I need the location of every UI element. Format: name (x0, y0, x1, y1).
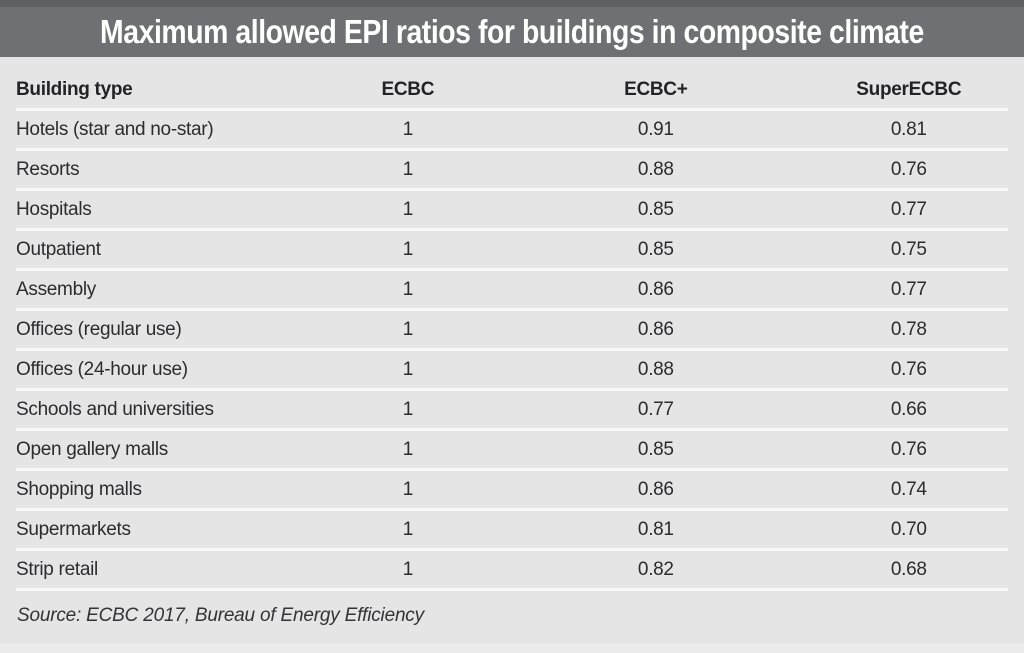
table-row: Hotels (star and no-star) 1 0.91 0.81 (16, 109, 1008, 151)
super-ecbc-cell: 0.81 (809, 109, 1008, 151)
table-row: Offices (regular use) 1 0.86 0.78 (16, 309, 1008, 351)
column-header-ecbc-plus: ECBC+ (502, 57, 810, 111)
ecbc-cell: 1 (313, 109, 503, 151)
building-type-cell: Hotels (star and no-star) (16, 109, 314, 151)
table-row: Offices (24-hour use) 1 0.88 0.76 (16, 349, 1008, 391)
super-ecbc-cell: 0.76 (809, 429, 1008, 471)
ecbc-cell: 1 (313, 349, 503, 391)
ecbc-plus-cell: 0.86 (502, 309, 810, 351)
ecbc-plus-cell: 0.88 (502, 349, 810, 391)
building-type-cell: Hospitals (16, 189, 314, 231)
ecbc-cell: 1 (313, 309, 503, 351)
table-row: Shopping malls 1 0.86 0.74 (16, 469, 1008, 511)
building-type-cell: Outpatient (16, 229, 314, 271)
building-type-cell: Strip retail (16, 549, 314, 591)
ecbc-plus-cell: 0.82 (502, 549, 810, 591)
building-type-cell: Supermarkets (16, 509, 314, 551)
table-container: Building type ECBC ECBC+ SuperECBC Hotel… (0, 57, 1024, 627)
ecbc-cell: 1 (313, 189, 503, 231)
table-row: Schools and universities 1 0.77 0.66 (16, 389, 1008, 431)
ecbc-plus-cell: 0.85 (502, 429, 810, 471)
building-type-cell: Shopping malls (16, 469, 314, 511)
ecbc-cell: 1 (313, 509, 503, 551)
column-header-ecbc: ECBC (313, 57, 503, 111)
super-ecbc-cell: 0.76 (809, 349, 1008, 391)
building-type-cell: Assembly (16, 269, 314, 311)
figure-title: Maximum allowed EPI ratios for buildings… (100, 13, 924, 50)
ecbc-cell: 1 (313, 549, 503, 591)
table-row: Outpatient 1 0.85 0.75 (16, 229, 1008, 271)
table-row: Assembly 1 0.86 0.77 (16, 269, 1008, 311)
epi-ratios-figure: Maximum allowed EPI ratios for buildings… (0, 0, 1024, 627)
table-row: Open gallery malls 1 0.85 0.76 (16, 429, 1008, 471)
bottom-margin-strip (0, 643, 1024, 653)
table-row: Hospitals 1 0.85 0.77 (16, 189, 1008, 231)
super-ecbc-cell: 0.70 (809, 509, 1008, 551)
column-header-building-type: Building type (16, 57, 314, 111)
table-row: Strip retail 1 0.82 0.68 (16, 549, 1008, 591)
ecbc-cell: 1 (313, 269, 503, 311)
ecbc-cell: 1 (313, 469, 503, 511)
super-ecbc-cell: 0.75 (809, 229, 1008, 271)
ecbc-plus-cell: 0.85 (502, 189, 810, 231)
super-ecbc-cell: 0.66 (809, 389, 1008, 431)
super-ecbc-cell: 0.77 (809, 189, 1008, 231)
ecbc-plus-cell: 0.77 (502, 389, 810, 431)
building-type-cell: Schools and universities (16, 389, 314, 431)
header-row: Building type ECBC ECBC+ SuperECBC (16, 57, 1008, 111)
source-note: Source: ECBC 2017, Bureau of Energy Effi… (17, 605, 424, 626)
super-ecbc-cell: 0.76 (809, 149, 1008, 191)
column-header-super-ecbc: SuperECBC (809, 57, 1008, 111)
building-type-cell: Resorts (16, 149, 314, 191)
super-ecbc-cell: 0.77 (809, 269, 1008, 311)
ecbc-plus-cell: 0.86 (502, 269, 810, 311)
ecbc-cell: 1 (313, 149, 503, 191)
super-ecbc-cell: 0.74 (809, 469, 1008, 511)
super-ecbc-cell: 0.78 (809, 309, 1008, 351)
ecbc-cell: 1 (313, 229, 503, 271)
ecbc-plus-cell: 0.86 (502, 469, 810, 511)
building-type-cell: Open gallery malls (16, 429, 314, 471)
building-type-cell: Offices (24-hour use) (16, 349, 314, 391)
table-row: Resorts 1 0.88 0.76 (16, 149, 1008, 191)
ecbc-plus-cell: 0.81 (502, 509, 810, 551)
ecbc-plus-cell: 0.85 (502, 229, 810, 271)
ecbc-plus-cell: 0.91 (502, 109, 810, 151)
table-row: Supermarkets 1 0.81 0.70 (16, 509, 1008, 551)
building-type-cell: Offices (regular use) (16, 309, 314, 351)
ecbc-plus-cell: 0.88 (502, 149, 810, 191)
table-body: Hotels (star and no-star) 1 0.91 0.81 Re… (16, 109, 1008, 591)
ecbc-cell: 1 (313, 429, 503, 471)
super-ecbc-cell: 0.68 (809, 549, 1008, 591)
epi-ratios-table: Building type ECBC ECBC+ SuperECBC Hotel… (16, 57, 1008, 591)
ecbc-cell: 1 (313, 389, 503, 431)
title-banner: Maximum allowed EPI ratios for buildings… (0, 0, 1024, 57)
